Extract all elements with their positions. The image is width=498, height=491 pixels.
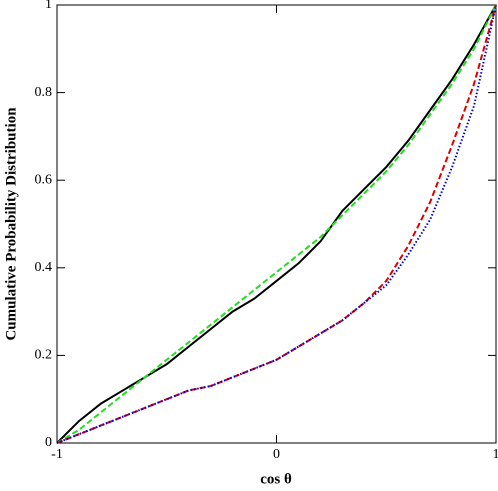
series-line <box>56 4 497 444</box>
y-axis-title: Cumulative Probability Distribution <box>3 107 19 341</box>
x-tick-label: -1 <box>51 447 63 462</box>
series-line <box>56 4 497 444</box>
y-tick-label: 0 <box>45 435 52 450</box>
y-tick-label: 0.6 <box>35 172 53 187</box>
series-line <box>56 4 497 444</box>
x-tick-label: 0 <box>273 447 280 462</box>
y-tick-label: 1 <box>45 0 52 12</box>
series-line <box>56 4 497 444</box>
y-tick-label: 0.8 <box>35 85 53 100</box>
y-tick-label: 0.2 <box>35 348 53 363</box>
plot-frame <box>56 4 497 444</box>
x-axis-title: cos θ <box>260 471 292 487</box>
y-tick-label: 0.4 <box>35 260 53 275</box>
x-tick-label: 1 <box>493 447 498 462</box>
